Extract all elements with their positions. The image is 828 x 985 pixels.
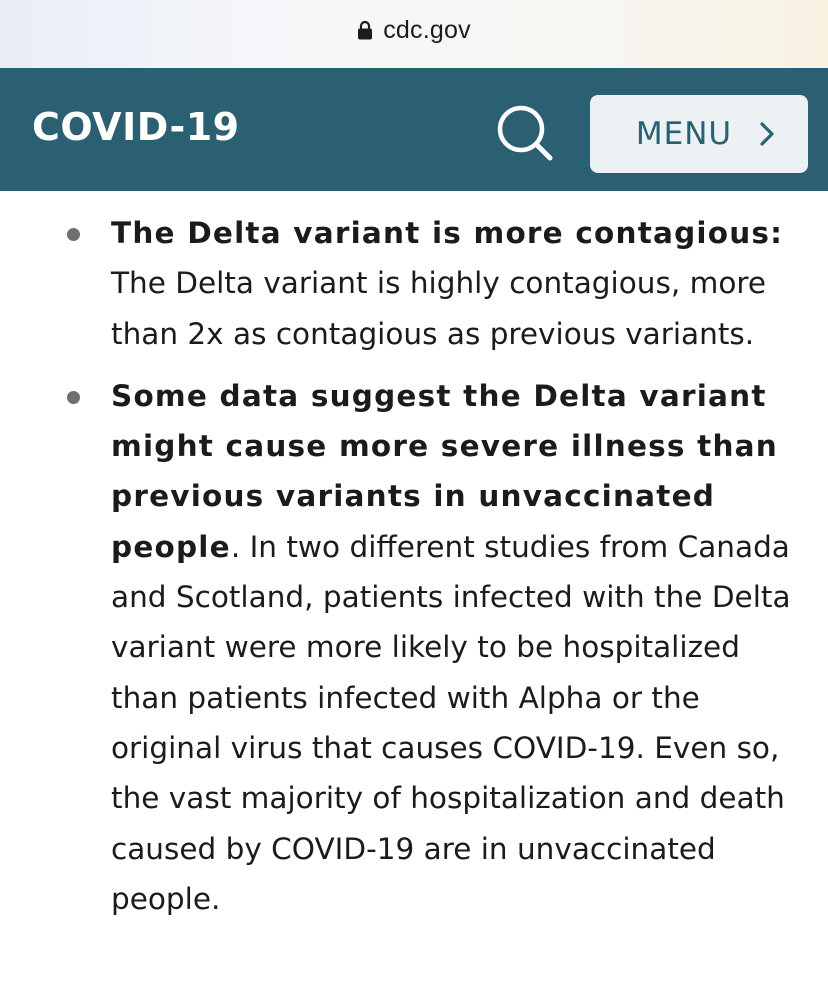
bullet-dot	[67, 390, 80, 404]
item-text: The Delta variant is highly contagious, …	[111, 266, 767, 351]
item-heading: The Delta variant is more contagious:	[111, 216, 784, 250]
search-icon	[497, 105, 553, 161]
chevron-right-icon	[758, 120, 776, 148]
search-button[interactable]	[490, 100, 558, 168]
list-item: The Delta variant is more contagious: Th…	[0, 208, 828, 359]
bullet-dot	[67, 228, 80, 241]
browser-url-bar[interactable]: cdc.gov	[0, 0, 828, 68]
item-heading: Some data suggest the Delta variant migh…	[111, 378, 778, 564]
site-header: COVID-19 MENU	[0, 68, 828, 191]
lock-icon	[357, 20, 373, 40]
site-title[interactable]: COVID-19	[32, 105, 240, 149]
main-content: The Delta variant is more contagious: Th…	[0, 191, 828, 924]
menu-button[interactable]: MENU	[590, 95, 808, 173]
menu-label: MENU	[635, 116, 733, 152]
url-display[interactable]: cdc.gov	[357, 16, 471, 45]
list-item: Some data suggest the Delta variant migh…	[0, 371, 828, 924]
item-text: . In two different studies from Canada a…	[111, 529, 791, 916]
url-text: cdc.gov	[383, 15, 471, 44]
variant-facts-list: The Delta variant is more contagious: Th…	[0, 208, 828, 924]
